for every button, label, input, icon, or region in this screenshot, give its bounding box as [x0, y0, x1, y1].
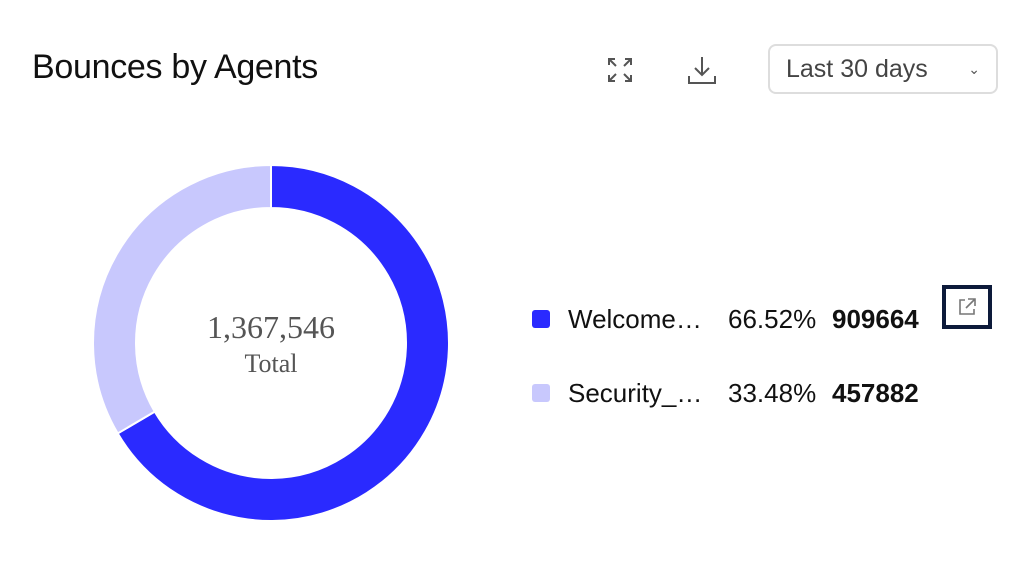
donut-slice[interactable]: [92, 163, 272, 435]
page-title: Bounces by Agents: [32, 48, 318, 86]
date-range-value: Last 30 days: [786, 54, 928, 83]
total-value: 1,367,546: [207, 309, 335, 345]
total-label: Total: [244, 349, 297, 378]
legend: Welcome… 66.52% 909664 Security_… 33.48%…: [532, 282, 992, 430]
legend-value: 457882: [832, 377, 919, 408]
donut-slice[interactable]: [116, 163, 450, 522]
external-link-icon: [959, 298, 976, 315]
download-button[interactable]: [684, 52, 720, 88]
expand-button[interactable]: [602, 52, 638, 88]
donut-chart: 1,367,546 Total: [92, 163, 450, 522]
legend-percent: 66.52%: [728, 303, 817, 334]
download-icon: [688, 57, 716, 84]
legend-label: Welcome…: [568, 303, 702, 334]
legend-label: Security_…: [568, 377, 703, 408]
legend-item[interactable]: Security_… 33.48% 457882: [532, 356, 940, 430]
legend-item[interactable]: Welcome… 66.52% 909664: [532, 282, 992, 356]
legend-value: 909664: [832, 303, 919, 334]
legend-swatch: [532, 310, 550, 328]
legend-percent: 33.48%: [728, 377, 817, 408]
chevron-down-icon: ⌄: [968, 60, 980, 77]
open-external-button[interactable]: [942, 285, 992, 329]
date-range-select[interactable]: Last 30 days ⌄: [768, 44, 998, 94]
legend-swatch: [532, 384, 550, 402]
expand-icon: [608, 58, 632, 82]
